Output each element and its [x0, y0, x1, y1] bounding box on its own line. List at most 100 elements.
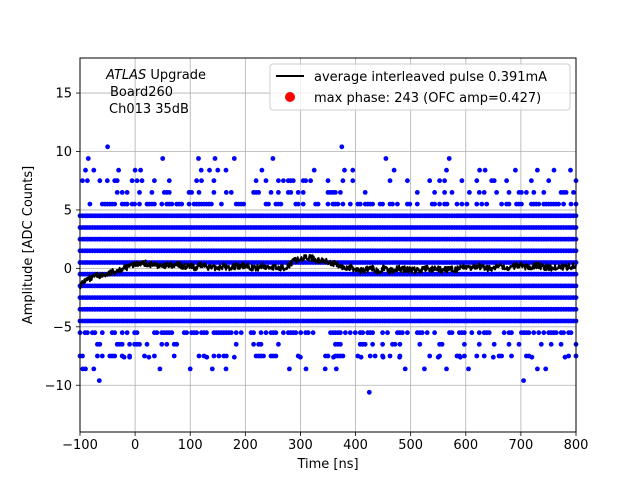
- sample-point: [486, 330, 492, 336]
- sample-point: [333, 190, 338, 195]
- x-tick-label: 800: [564, 438, 589, 453]
- sample-point: [347, 330, 353, 336]
- sample-point: [194, 178, 200, 184]
- sample-point: [310, 330, 316, 336]
- sample-point: [501, 330, 507, 336]
- sample-point: [414, 201, 420, 207]
- sample-point: [387, 178, 393, 184]
- sample-point: [370, 201, 375, 207]
- sample-point: [298, 354, 303, 360]
- sample-point: [524, 190, 529, 195]
- sample-point: [211, 178, 217, 184]
- sample-point: [119, 330, 125, 336]
- sample-point: [484, 201, 490, 207]
- sample-point: [568, 201, 574, 207]
- sample-point: [538, 341, 544, 347]
- sample-point: [474, 353, 480, 359]
- sample-point: [87, 201, 93, 207]
- sample-point: [241, 201, 247, 207]
- sample-point: [137, 341, 142, 347]
- sample-point: [189, 190, 195, 195]
- y-tick-label: 15: [55, 87, 72, 102]
- sample-point: [506, 190, 512, 195]
- sample-point: [397, 354, 402, 360]
- sample-point: [333, 366, 339, 372]
- sample-point: [152, 201, 157, 207]
- sample-point: [432, 201, 437, 207]
- sample-point: [223, 353, 229, 359]
- sample-point: [422, 366, 427, 372]
- sample-point: [223, 190, 229, 195]
- sample-point: [548, 341, 554, 347]
- sample-point: [405, 330, 410, 336]
- sample-point: [311, 167, 317, 173]
- sample-point: [231, 354, 237, 360]
- sample-point: [339, 144, 345, 150]
- sample-point: [179, 201, 185, 207]
- sample-point: [442, 190, 447, 195]
- sample-point: [199, 178, 204, 184]
- sample-point: [142, 353, 147, 359]
- sample-point: [469, 330, 475, 336]
- y-tick-label: 10: [55, 145, 72, 160]
- sample-point: [476, 190, 482, 195]
- annotation-line3: Ch013 35dB: [109, 102, 189, 117]
- sample-point: [342, 167, 347, 173]
- sample-point: [392, 341, 398, 347]
- sample-point: [231, 156, 237, 161]
- sample-point: [338, 330, 343, 336]
- y-tick-label: −5: [53, 320, 72, 335]
- sample-point: [519, 190, 524, 195]
- sample-point: [152, 178, 157, 184]
- sample-point: [152, 353, 157, 359]
- sample-point: [137, 190, 142, 195]
- sample-point: [343, 330, 348, 336]
- sample-point: [531, 330, 537, 336]
- sample-point: [506, 341, 512, 347]
- sample-point: [85, 156, 91, 161]
- sample-point: [97, 341, 103, 347]
- sample-point: [536, 330, 542, 336]
- sample-point: [380, 201, 385, 207]
- average-pulse-line: [79, 254, 577, 290]
- sample-point: [526, 330, 532, 336]
- x-tick-label: −100: [62, 438, 98, 453]
- sample-point: [491, 178, 497, 184]
- sample-point: [99, 330, 105, 336]
- y-tick-label: −10: [45, 379, 72, 394]
- sample-point: [194, 330, 200, 336]
- x-tick-label: 700: [508, 438, 533, 453]
- sample-point: [432, 190, 437, 195]
- sample-point: [263, 330, 269, 336]
- sample-point: [198, 167, 204, 173]
- sample-point: [529, 178, 534, 184]
- sample-point: [223, 366, 229, 372]
- sample-point: [233, 330, 239, 336]
- sample-point: [325, 178, 331, 184]
- sample-point: [571, 190, 576, 195]
- sample-point: [474, 178, 480, 184]
- sample-point: [457, 354, 463, 360]
- sample-point: [219, 201, 224, 207]
- sample-point: [529, 354, 535, 360]
- sample-point: [95, 353, 100, 359]
- sample-point: [462, 330, 467, 336]
- sample-point: [251, 330, 256, 336]
- sample-point: [184, 330, 190, 336]
- sample-point: [331, 354, 336, 360]
- sample-point: [432, 330, 437, 336]
- sample-point: [80, 353, 85, 359]
- sample-point: [449, 330, 455, 336]
- sample-point: [138, 167, 144, 173]
- sample-point: [482, 167, 488, 173]
- sample-point: [437, 178, 442, 184]
- sample-point: [444, 167, 449, 173]
- sample-point: [340, 201, 346, 207]
- sample-point: [85, 330, 90, 336]
- sample-point: [164, 341, 170, 347]
- sample-point: [476, 341, 482, 347]
- sample-point: [166, 190, 172, 195]
- sample-point: [350, 167, 356, 173]
- sample-point: [261, 353, 266, 359]
